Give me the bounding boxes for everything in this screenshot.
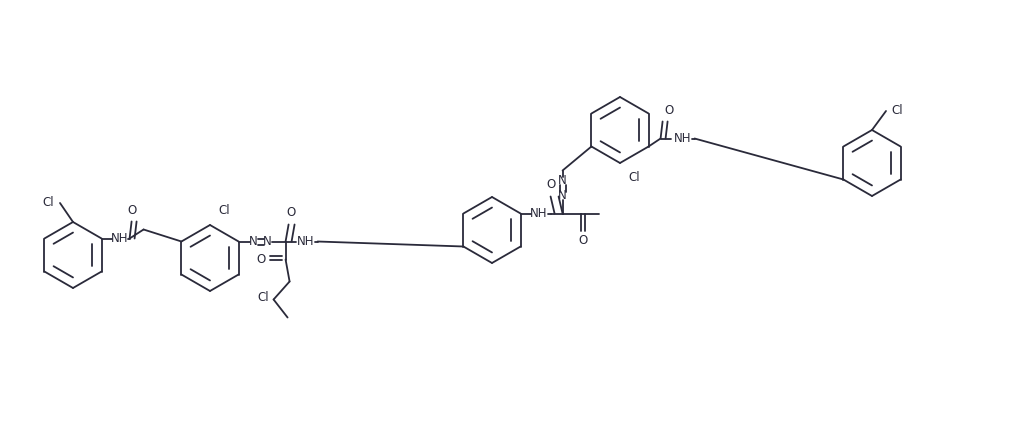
- Text: N: N: [558, 189, 567, 202]
- Text: O: O: [546, 178, 556, 191]
- Text: O: O: [127, 205, 136, 218]
- Text: N: N: [558, 174, 567, 187]
- Text: NH: NH: [111, 232, 129, 245]
- Text: Cl: Cl: [891, 104, 902, 117]
- Text: O: O: [665, 104, 674, 117]
- Text: O: O: [578, 234, 588, 248]
- Text: Cl: Cl: [628, 171, 640, 184]
- Text: Cl: Cl: [257, 291, 269, 304]
- Text: Cl: Cl: [218, 204, 229, 217]
- Text: N: N: [249, 235, 258, 248]
- Text: O: O: [286, 206, 295, 219]
- Text: NH: NH: [296, 235, 314, 248]
- Text: NH: NH: [530, 207, 547, 220]
- Text: NH: NH: [674, 132, 691, 145]
- Text: N: N: [263, 235, 272, 248]
- Text: Cl: Cl: [42, 197, 54, 209]
- Text: O: O: [256, 253, 265, 266]
